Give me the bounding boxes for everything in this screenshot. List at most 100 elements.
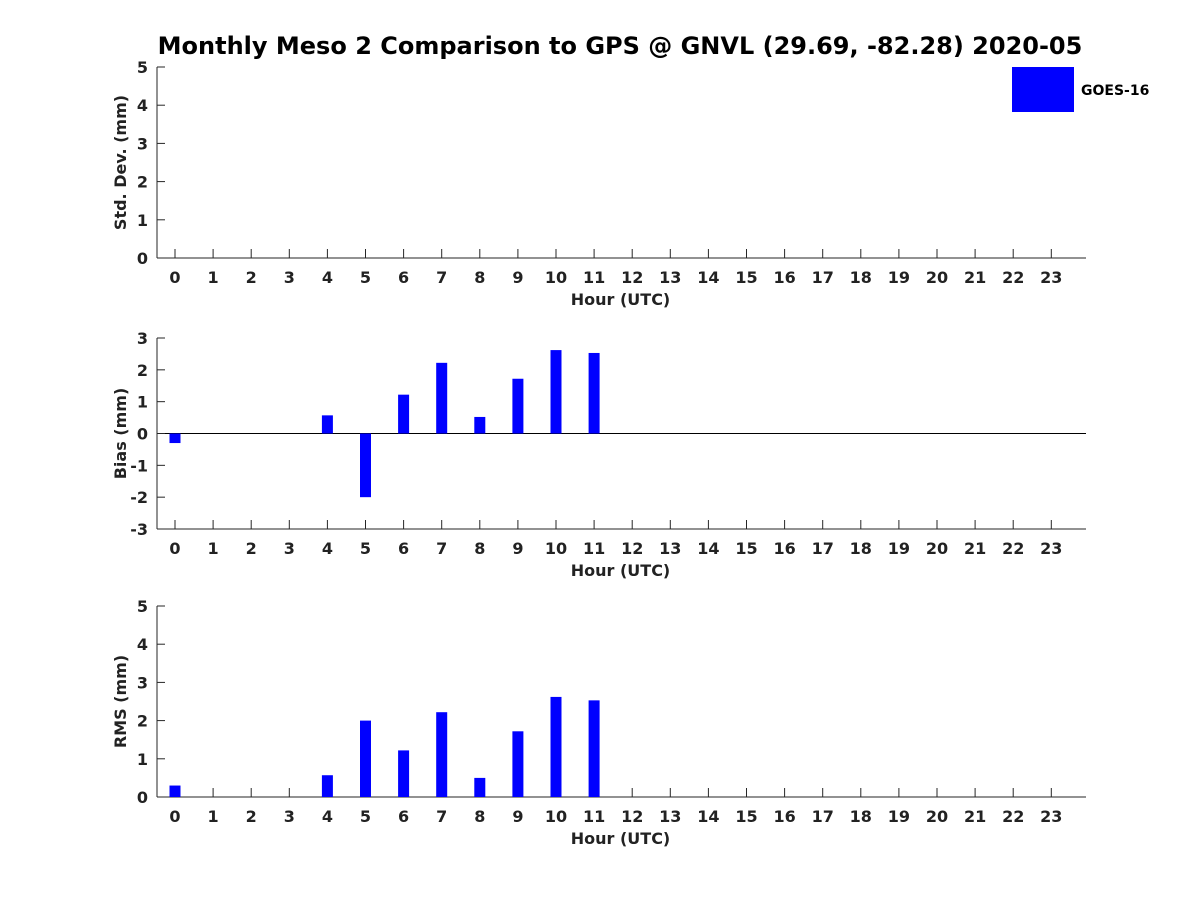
rms-y-tick-label: 2	[137, 712, 148, 731]
std-x-tick-label: 19	[888, 268, 910, 287]
rms-x-tick-label: 17	[812, 807, 834, 826]
std-y-tick-label: 2	[137, 173, 148, 192]
std-y-tick-label: 4	[137, 96, 148, 115]
bias-bar-hour-0	[169, 433, 181, 444]
bias-bar-hour-9	[512, 378, 524, 434]
bias-bar-hour-5	[360, 433, 371, 498]
rms-x-tick-label: 1	[208, 807, 219, 826]
rms-x-tick-label: 4	[322, 807, 333, 826]
bias-x-tick-label: 14	[697, 539, 719, 558]
chart-title: Monthly Meso 2 Comparison to GPS @ GNVL …	[158, 32, 1083, 60]
bias-x-tick-label: 20	[926, 539, 948, 558]
std-x-tick-label: 20	[926, 268, 948, 287]
bias-x-tick-label: 0	[169, 539, 180, 558]
bias-bar-hour-6	[398, 394, 410, 434]
rms-y-tick-label: 3	[137, 673, 148, 692]
rms-x-tick-label: 22	[1002, 807, 1024, 826]
rms-x-tick-label: 2	[246, 807, 257, 826]
bias-y-tick-label: -1	[130, 456, 148, 475]
rms-x-tick-label: 18	[850, 807, 872, 826]
rms-y-tick-label: 4	[137, 635, 148, 654]
rms-x-tick-label: 12	[621, 807, 643, 826]
bias-x-tick-label: 16	[773, 539, 795, 558]
bias-x-tick-label: 17	[812, 539, 834, 558]
std-x-tick-label: 2	[246, 268, 257, 287]
rms-x-tick-label: 8	[474, 807, 485, 826]
bias-x-tick-label: 1	[208, 539, 219, 558]
bias-bar-hour-11	[588, 352, 600, 434]
legend-swatch-goes-16	[1012, 67, 1074, 112]
std-x-tick-label: 6	[398, 268, 409, 287]
rms-x-tick-label: 0	[169, 807, 180, 826]
rms-bar-hour-11	[588, 700, 600, 797]
bias-x-tick-label: 22	[1002, 539, 1024, 558]
std-y-axis-label: Std. Dev. (mm)	[111, 95, 130, 230]
bias-x-tick-label: 19	[888, 539, 910, 558]
std-x-tick-label: 0	[169, 268, 180, 287]
bias-y-tick-label: 0	[137, 425, 148, 444]
std-x-tick-label: 13	[659, 268, 681, 287]
rms-x-tick-label: 14	[697, 807, 719, 826]
std-x-tick-label: 14	[697, 268, 719, 287]
rms-bar-hour-5	[360, 720, 371, 797]
std-x-tick-label: 18	[850, 268, 872, 287]
bias-x-tick-label: 13	[659, 539, 681, 558]
bias-x-tick-label: 4	[322, 539, 333, 558]
std-x-tick-label: 17	[812, 268, 834, 287]
std-x-tick-label: 3	[284, 268, 295, 287]
rms-bar-hour-0	[169, 785, 181, 797]
bias-bar-hour-7	[436, 362, 448, 434]
std-x-tick-label: 8	[474, 268, 485, 287]
bias-x-tick-label: 6	[398, 539, 409, 558]
std-x-tick-label: 16	[773, 268, 795, 287]
rms-bar-hour-6	[398, 750, 410, 797]
std-y-tick-label: 3	[137, 134, 148, 153]
std-x-tick-label: 21	[964, 268, 986, 287]
rms-x-tick-label: 16	[773, 807, 795, 826]
rms-x-tick-label: 6	[398, 807, 409, 826]
std-y-tick-label: 0	[137, 249, 148, 268]
bias-x-tick-label: 8	[474, 539, 485, 558]
rms-bar-hour-8	[474, 777, 486, 797]
std-x-tick-label: 7	[436, 268, 447, 287]
rms-x-tick-label: 13	[659, 807, 681, 826]
rms-x-tick-label: 9	[512, 807, 523, 826]
rms-bar-hour-10	[550, 696, 562, 797]
bias-x-tick-label: 15	[735, 539, 757, 558]
bias-x-axis-label: Hour (UTC)	[571, 561, 671, 580]
std-x-tick-label: 15	[735, 268, 757, 287]
std-x-tick-label: 5	[360, 268, 371, 287]
rms-x-axis-label: Hour (UTC)	[571, 829, 671, 848]
bias-x-tick-label: 18	[850, 539, 872, 558]
bias-x-tick-label: 10	[545, 539, 567, 558]
std-x-tick-label: 12	[621, 268, 643, 287]
legend-label-goes-16: GOES-16	[1081, 83, 1149, 99]
bias-x-tick-label: 23	[1040, 539, 1062, 558]
bias-bar-hour-8	[474, 416, 486, 434]
bias-y-tick-label: -2	[130, 488, 148, 507]
bias-bar-hour-10	[550, 350, 562, 434]
rms-x-tick-label: 19	[888, 807, 910, 826]
std-x-tick-label: 10	[545, 268, 567, 287]
std-x-tick-label: 9	[512, 268, 523, 287]
bias-x-tick-label: 12	[621, 539, 643, 558]
rms-x-tick-label: 15	[735, 807, 757, 826]
std-x-tick-label: 4	[322, 268, 333, 287]
std-x-tick-label: 22	[1002, 268, 1024, 287]
rms-x-tick-label: 20	[926, 807, 948, 826]
rms-y-tick-label: 1	[137, 750, 148, 769]
rms-bar-hour-9	[512, 731, 524, 797]
bias-x-tick-label: 9	[512, 539, 523, 558]
bias-x-tick-label: 5	[360, 539, 371, 558]
bias-bar-hour-4	[321, 415, 333, 434]
bias-y-tick-label: 2	[137, 361, 148, 380]
std-y-tick-label: 1	[137, 211, 148, 230]
std-x-tick-label: 23	[1040, 268, 1062, 287]
rms-x-tick-label: 10	[545, 807, 567, 826]
rms-x-tick-label: 5	[360, 807, 371, 826]
rms-x-tick-label: 3	[284, 807, 295, 826]
